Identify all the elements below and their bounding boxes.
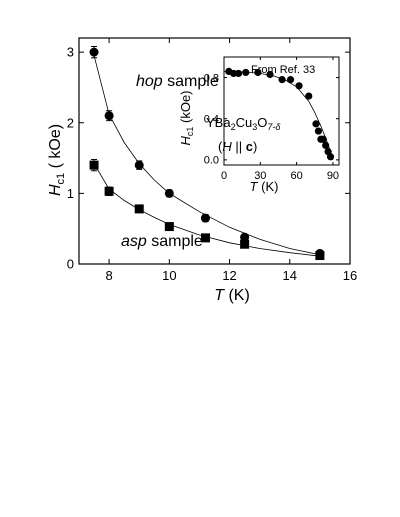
inset-formula-label: YBa2Cu3O7-δ <box>206 115 281 132</box>
inset-series-1-point <box>312 120 320 128</box>
inset-x-tick-label: 0 <box>221 170 227 182</box>
inset-series-1-point <box>319 135 327 143</box>
inset-series-1-point <box>242 68 250 77</box>
main-hop-sample-point <box>240 232 250 242</box>
inset-reference-label: From Ref. 33 <box>251 64 315 76</box>
inset-field-label: (H || c) <box>218 139 257 154</box>
main-x-tick-label: 16 <box>343 268 357 283</box>
inset-plot-frame <box>223 56 340 166</box>
asp-sample-label: asp sample <box>121 233 203 250</box>
main-x-axis-label: T (K) <box>214 287 250 304</box>
inset-y-axis-label: Hc1 (kOe) <box>178 90 195 145</box>
main-hop-sample-point <box>134 160 144 170</box>
inset-y-tick-label: 0.8 <box>204 72 219 84</box>
main-hop-sample-point <box>89 47 99 57</box>
inset-x-tick-label: 30 <box>254 170 266 182</box>
hop-sample-label: hop sample <box>136 73 219 90</box>
main-y-tick-label: 0 <box>67 257 74 272</box>
main-hop-sample-point <box>104 111 114 121</box>
main-y-tick-label: 1 <box>67 186 74 201</box>
inset-series-1-point <box>326 153 335 161</box>
inset-x-tick-label: 90 <box>327 170 339 182</box>
inset-series-1-point <box>305 92 313 100</box>
main-x-tick-label: 12 <box>222 268 236 283</box>
main-asp-sample-point <box>134 204 144 214</box>
inset-series-1-point <box>322 141 330 150</box>
main-x-tick-label: 14 <box>283 268 297 283</box>
inset-series-1-point <box>314 127 323 135</box>
main-asp-sample-point <box>164 222 174 232</box>
main-hop-sample-point <box>200 213 210 223</box>
inset-series-1-point <box>234 69 243 78</box>
main-asp-sample-point <box>104 186 114 196</box>
inset-series-1-point <box>254 68 262 77</box>
inset-series-1-point <box>295 82 303 90</box>
main-y-tick-label: 2 <box>67 115 74 130</box>
inset-x-tick-label: 60 <box>291 170 303 182</box>
inset-y-tick-label: 0.0 <box>204 155 219 167</box>
main-asp-sample-point <box>89 160 99 170</box>
main-hop-sample-point <box>164 188 174 198</box>
main-asp-sample-point <box>240 239 250 249</box>
main-x-tick-label: 8 <box>105 268 112 283</box>
main-x-tick-label: 10 <box>162 268 176 283</box>
main-plot-frame <box>78 37 351 265</box>
main-asp-sample-point <box>315 251 325 261</box>
main-y-axis-label: Hc1 ( kOe) <box>47 124 67 196</box>
main-asp-sample-point <box>200 233 210 243</box>
main-y-tick-label: 3 <box>67 45 74 60</box>
inset-series-1-point <box>286 76 295 84</box>
inset-series-1-point <box>278 76 286 84</box>
inset-x-axis-label: T (K) <box>250 179 279 194</box>
inset-chart: 0 30 60 90 0.0 0.4 0.8 <box>204 56 340 182</box>
inset-y-tick-label: 0.4 <box>204 114 219 126</box>
inset-series-1-point <box>266 70 274 79</box>
